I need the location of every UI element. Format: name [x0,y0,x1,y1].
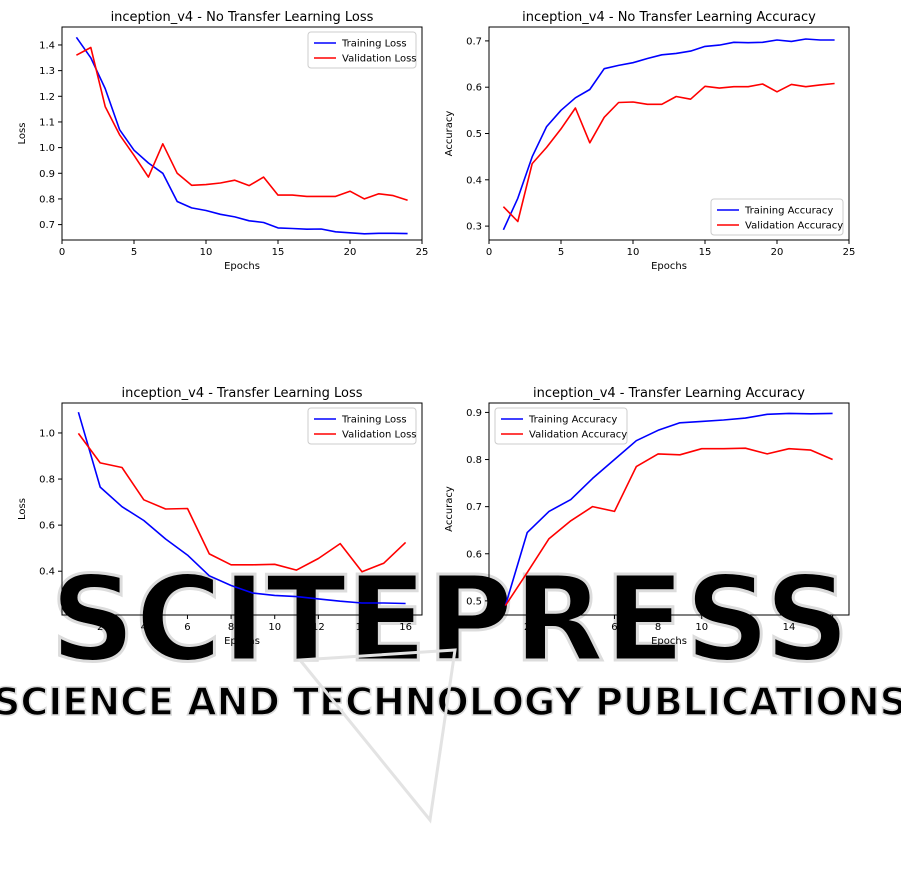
chart-title: inception_v4 - Transfer Learning Loss [121,386,362,401]
series-line-training [75,36,408,235]
x-tick-label: 16 [399,622,412,633]
y-tick-label: 0.8 [466,455,482,466]
x-tick-label: 12 [312,622,325,633]
x-axis-label: Epochs [224,261,260,272]
x-tick-label: 0 [59,247,65,258]
y-tick-label: 1.1 [39,117,55,128]
watermark-logo-shape [297,648,457,824]
chart-title: inception_v4 - No Transfer Learning Accu… [522,10,816,25]
y-axis-label: Accuracy [444,111,455,157]
series-line-training [504,412,833,606]
x-tick-label: 4 [568,622,574,633]
legend: Training Loss Validation Loss [307,407,417,445]
x-tick-label: 10 [627,247,640,258]
y-tick-label: 0.6 [466,549,482,560]
legend: Training Loss Validation Loss [307,31,417,69]
y-tick-label: 0.9 [39,169,55,180]
chart-title: inception_v4 - No Transfer Learning Loss [111,10,374,25]
x-tick-label: 0 [486,247,492,258]
x-tick-label: 25 [416,247,429,258]
series-line-validation [502,82,835,223]
plot-frame [61,402,423,616]
x-tick-label: 16 [826,622,839,633]
plot-frame [61,26,423,241]
x-tick-label: 5 [131,247,137,258]
chart-tl-accuracy: inception_v4 - Transfer Learning Accurac… [444,386,850,647]
legend-box [307,407,417,445]
y-tick-label: 0.6 [39,521,55,532]
x-axis-label: Epochs [224,636,260,647]
chart-tl-loss: inception_v4 - Transfer Learning Loss 2 4 6… [17,386,423,647]
x-tick-label: 10 [695,622,708,633]
y-axis-label: Loss [17,123,28,145]
legend-label: Training Loss [341,39,407,50]
x-tick-label: 15 [699,247,712,258]
legend-label: Training Accuracy [744,206,833,217]
y-tick-label: 0.8 [39,194,55,205]
y-tick-label: 0.4 [39,567,55,578]
legend-box [494,407,628,445]
x-tick-label: 20 [344,247,357,258]
y-tick-label: 0.7 [39,220,55,231]
legend-box [307,31,417,69]
y-tick-label: 0.7 [466,36,482,47]
y-tick-label: 1.0 [39,143,55,154]
legend: Training Accuracy Validation Accuracy [494,407,628,445]
x-tick-label: 10 [268,622,281,633]
x-tick-label: 15 [272,247,285,258]
x-tick-label: 6 [611,622,617,633]
x-tick-label: 2 [97,622,103,633]
plot-frame [488,402,850,616]
x-axis-label: Epochs [651,636,687,647]
x-tick-label: 8 [228,622,234,633]
legend-label: Validation Accuracy [745,221,843,232]
x-tick-label: 2 [524,622,530,633]
y-tick-label: 0.5 [466,596,482,607]
x-tick-label: 8 [655,622,661,633]
x-tick-label: 20 [771,247,784,258]
series-line-validation [504,447,833,607]
x-tick-label: 4 [141,622,147,633]
series-line-training [77,411,406,605]
legend-label: Validation Loss [342,54,417,65]
series-line-validation [77,432,407,573]
y-tick-label: 0.6 [466,83,482,94]
x-tick-label: 25 [843,247,856,258]
y-axis-label: Loss [17,498,28,520]
legend-label: Validation Loss [342,430,417,441]
y-tick-label: 1.3 [39,66,55,77]
chart-title: inception_v4 - Transfer Learning Accurac… [533,386,805,401]
y-axis-label: Accuracy [444,486,455,532]
x-axis-label: Epochs [651,261,687,272]
y-tick-label: 0.4 [466,175,482,186]
y-tick-label: 1.4 [39,40,55,51]
x-tick-label: 6 [184,622,190,633]
legend-box [710,198,844,236]
legend: Training Accuracy Validation Accuracy [710,198,844,236]
y-tick-label: 1.0 [39,428,55,439]
y-tick-label: 0.5 [466,129,482,140]
legend-label: Training Accuracy [528,415,617,426]
y-tick-label: 0.3 [466,222,482,233]
series-line-validation [76,46,408,201]
chart-no-tl-loss: inception_v4 - No Transfer Learning Loss… [17,10,429,272]
y-tick-label: 0.7 [466,502,482,513]
x-tick-label: 5 [558,247,564,258]
x-tick-label: 14 [783,622,796,633]
y-tick-label: 0.9 [466,408,482,419]
x-tick-label: 12 [739,622,752,633]
series-line-training [502,38,835,231]
legend-label: Validation Accuracy [529,430,627,441]
x-tick-label: 14 [356,622,369,633]
chart-no-tl-accuracy: inception_v4 - No Transfer Learning Accu… [444,10,856,272]
legend-label: Training Loss [341,415,407,426]
watermark-big-text: SCITEPRESS [50,550,849,688]
y-tick-label: 0.8 [39,475,55,486]
x-tick-label: 10 [200,247,213,258]
y-tick-label: 1.2 [39,92,55,103]
